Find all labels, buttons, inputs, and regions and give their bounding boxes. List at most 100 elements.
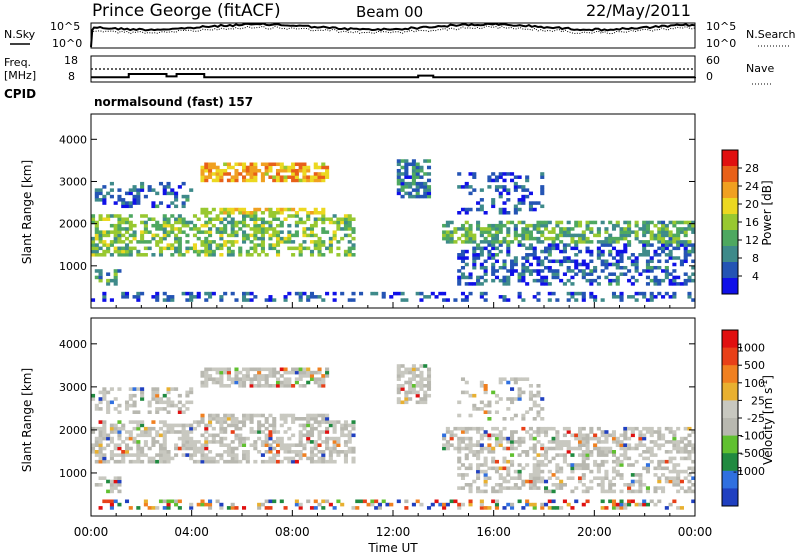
heatmap-cell <box>287 165 292 170</box>
heatmap-cell <box>170 499 175 504</box>
heatmap-cell <box>321 413 326 418</box>
heatmap-cell <box>517 272 522 276</box>
heatmap-cell <box>608 233 613 238</box>
heatmap-cell <box>109 436 114 441</box>
heatmap-cell <box>464 282 469 286</box>
heatmap-cell <box>506 469 511 474</box>
heatmap-cell <box>445 443 450 447</box>
heatmap-cell <box>151 390 156 395</box>
heatmap-cell <box>411 387 416 391</box>
heatmap-cell <box>208 499 213 504</box>
heatmap-cell <box>521 479 526 484</box>
heatmap-cell <box>536 272 541 276</box>
heatmap-cell <box>374 499 379 504</box>
heatmap-cell <box>325 440 330 444</box>
heatmap-cell <box>351 420 356 424</box>
heatmap-cell <box>317 377 322 381</box>
heatmap-cell <box>249 417 254 421</box>
heatmap-cell <box>585 272 590 276</box>
heatmap-cell <box>234 230 239 234</box>
heatmap-cell <box>113 236 118 241</box>
heatmap-cell <box>460 233 466 238</box>
heatmap-cell <box>404 390 409 395</box>
heatmap-cell <box>347 450 352 454</box>
heatmap-cell <box>162 440 167 444</box>
heatmap-cell <box>502 223 507 228</box>
heatmap-cell <box>404 165 409 170</box>
heatmap-cell <box>124 443 130 447</box>
heatmap-cell <box>189 295 194 299</box>
heatmap-cell <box>668 272 673 276</box>
heatmap-cell <box>657 446 662 451</box>
heatmap-cell <box>343 450 348 454</box>
heatmap-cell <box>317 380 322 385</box>
heatmap-cell <box>585 246 590 251</box>
heatmap-cell <box>340 423 345 428</box>
heatmap-cell <box>419 387 424 391</box>
heatmap-cell <box>143 430 148 434</box>
heatmap-cell <box>189 506 194 510</box>
heatmap-cell <box>272 423 277 428</box>
heatmap-cell <box>189 220 194 225</box>
heatmap-cell <box>517 436 522 441</box>
heatmap-cell <box>574 246 579 251</box>
heatmap-cell <box>208 506 213 510</box>
heatmap-cell <box>642 450 647 454</box>
heatmap-cell <box>109 453 114 457</box>
heatmap-cell <box>510 506 515 510</box>
heatmap-cell <box>208 291 213 296</box>
heatmap-cell <box>464 295 469 299</box>
heatmap-cell <box>517 387 522 391</box>
heatmap-cell <box>596 453 601 457</box>
heatmap-cell <box>649 236 654 241</box>
heatmap-cell <box>664 233 669 238</box>
heatmap-cell <box>291 175 296 179</box>
heatmap-cell <box>540 430 545 434</box>
heatmap-cell <box>642 220 647 225</box>
heatmap-cell <box>600 440 605 444</box>
heatmap-cell <box>521 188 526 192</box>
heatmap-cell <box>589 240 594 244</box>
heatmap-cell <box>98 453 103 457</box>
heatmap-cell <box>649 256 654 260</box>
heatmap-cell <box>668 240 673 244</box>
heatmap-cell <box>287 223 292 228</box>
heatmap-cell <box>517 220 522 225</box>
heatmap-cell <box>166 204 171 209</box>
heatmap-cell <box>226 178 231 183</box>
heatmap-cell <box>306 499 311 504</box>
heatmap-cell <box>544 256 549 260</box>
heatmap-cell <box>162 423 167 428</box>
heatmap-cell <box>313 499 318 504</box>
heatmap-cell <box>158 227 164 231</box>
heatmap-cell <box>136 420 141 424</box>
heatmap-cell <box>596 463 601 467</box>
heatmap-cell <box>600 262 605 267</box>
heatmap-cell <box>260 178 265 183</box>
heatmap-cell <box>181 291 186 296</box>
heatmap-cell <box>321 230 326 234</box>
heatmap-cell <box>249 420 254 424</box>
heatmap-cell <box>249 377 254 381</box>
heatmap-cell <box>306 298 311 302</box>
heatmap-cell <box>306 430 311 434</box>
heatmap-cell <box>321 374 326 378</box>
heatmap-cell <box>174 453 179 457</box>
heatmap-cell <box>215 168 220 173</box>
noise-search-series <box>90 25 696 35</box>
heatmap-cell <box>506 407 511 411</box>
heatmap-cell <box>611 436 617 441</box>
heatmap-cell <box>487 178 492 183</box>
heatmap-cell <box>498 433 503 438</box>
heatmap-cell <box>102 249 107 254</box>
heatmap-cell <box>309 506 315 510</box>
heatmap-cell <box>275 430 281 434</box>
heatmap-cell <box>226 413 231 418</box>
heatmap-cell <box>242 374 247 378</box>
heatmap-cell <box>577 463 583 467</box>
heatmap-cell <box>332 298 337 302</box>
heatmap-cell <box>423 185 428 189</box>
heatmap-cell <box>238 440 243 444</box>
heatmap-cell <box>362 499 367 504</box>
heatmap-cell <box>619 291 624 296</box>
